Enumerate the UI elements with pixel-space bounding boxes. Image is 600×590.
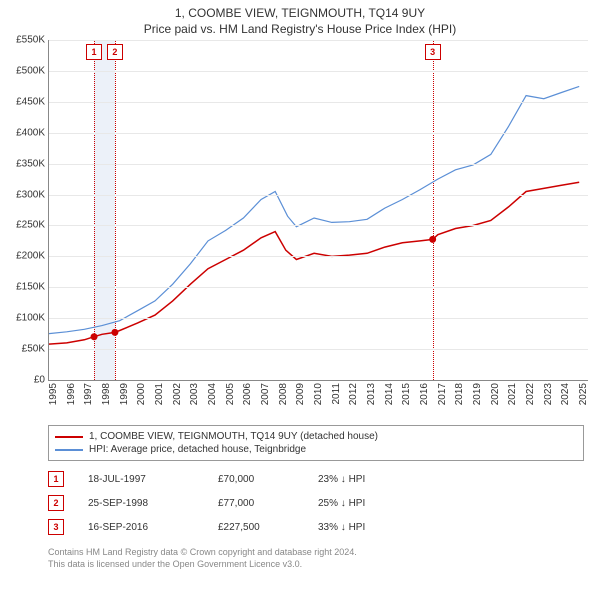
sales-row: 3 16-SEP-2016 £227,500 33% ↓ HPI [48,515,584,539]
x-axis-label: 2009 [295,383,306,405]
gridline [49,225,588,226]
sale-marker-box: 3 [48,519,64,535]
chart-plot-area: £0£50K£100K£150K£200K£250K£300K£350K£400… [48,40,588,381]
x-axis-label: 2010 [313,383,324,405]
x-axis-label: 2024 [560,383,571,405]
sale-marker-box: 1 [48,471,64,487]
x-axis-label: 2014 [384,383,395,405]
x-axis-label: 2016 [419,383,430,405]
x-axis-label: 2012 [348,383,359,405]
x-axis-label: 2007 [260,383,271,405]
series-line-hpi [49,86,579,333]
y-axis-label: £0 [3,375,45,386]
gridline [49,318,588,319]
y-axis-label: £400K [3,127,45,138]
y-axis-label: £100K [3,313,45,324]
legend-label: HPI: Average price, detached house, Teig… [89,444,306,455]
marker-number-box: 1 [86,44,102,60]
x-axis-label: 2015 [401,383,412,405]
x-axis-label: 2001 [154,383,165,405]
gridline [49,256,588,257]
x-axis-label: 1997 [83,383,94,405]
x-axis-label: 2020 [490,383,501,405]
sale-date: 16-SEP-2016 [88,522,218,533]
x-axis-label: 2021 [507,383,518,405]
x-axis-label: 2004 [207,383,218,405]
sales-row: 2 25-SEP-1998 £77,000 25% ↓ HPI [48,491,584,515]
x-axis-label: 2002 [172,383,183,405]
x-axis-label: 2023 [543,383,554,405]
legend-item: HPI: Average price, detached house, Teig… [55,443,577,456]
series-line-property [49,182,579,344]
sale-price: £77,000 [218,498,318,509]
sale-delta: 33% ↓ HPI [318,522,438,533]
y-axis-label: £450K [3,96,45,107]
gridline [49,102,588,103]
footer-line: This data is licensed under the Open Gov… [48,559,584,571]
x-axis-label: 2011 [331,383,342,405]
sale-marker-box: 2 [48,495,64,511]
sale-delta: 23% ↓ HPI [318,474,438,485]
y-axis-label: £550K [3,35,45,46]
sales-row: 1 18-JUL-1997 £70,000 23% ↓ HPI [48,467,584,491]
x-axis-label: 2025 [578,383,589,405]
x-axis-label: 2005 [225,383,236,405]
sale-dot [111,329,118,336]
sale-dot [91,333,98,340]
chart-svg [49,40,588,380]
x-axis-label: 1995 [48,383,59,405]
sale-date: 25-SEP-1998 [88,498,218,509]
chart-title-subtitle: Price paid vs. HM Land Registry's House … [0,20,600,40]
x-axis-label: 1998 [101,383,112,405]
y-axis-label: £300K [3,189,45,200]
chart-x-axis-labels: 1995 1996 1997 1998 1999 2000 2001 2002 2003 2004… [48,381,588,419]
chart-legend: 1, COOMBE VIEW, TEIGNMOUTH, TQ14 9UY (de… [48,425,584,461]
x-axis-label: 2018 [454,383,465,405]
gridline [49,133,588,134]
x-axis-label: 2003 [189,383,200,405]
legend-item: 1, COOMBE VIEW, TEIGNMOUTH, TQ14 9UY (de… [55,430,577,443]
y-axis-label: £500K [3,65,45,76]
sale-price: £227,500 [218,522,318,533]
x-axis-label: 2008 [278,383,289,405]
gridline [49,71,588,72]
gridline [49,164,588,165]
chart-title-address: 1, COOMBE VIEW, TEIGNMOUTH, TQ14 9UY [0,0,600,20]
y-axis-label: £150K [3,282,45,293]
footer-line: Contains HM Land Registry data © Crown c… [48,547,584,559]
y-axis-label: £50K [3,344,45,355]
x-axis-label: 2000 [136,383,147,405]
y-axis-label: £200K [3,251,45,262]
gridline [49,40,588,41]
y-axis-label: £350K [3,158,45,169]
x-axis-label: 2022 [525,383,536,405]
legend-swatch [55,436,83,438]
gridline [49,195,588,196]
x-axis-label: 1999 [119,383,130,405]
footer-attribution: Contains HM Land Registry data © Crown c… [48,547,584,570]
sale-delta: 25% ↓ HPI [318,498,438,509]
gridline [49,287,588,288]
y-axis-label: £250K [3,220,45,231]
legend-swatch [55,449,83,451]
marker-number-box: 3 [425,44,441,60]
x-axis-label: 2013 [366,383,377,405]
legend-label: 1, COOMBE VIEW, TEIGNMOUTH, TQ14 9UY (de… [89,431,378,442]
gridline [49,349,588,350]
sale-dot [429,236,436,243]
x-axis-label: 2006 [242,383,253,405]
sale-date: 18-JUL-1997 [88,474,218,485]
sales-table: 1 18-JUL-1997 £70,000 23% ↓ HPI 2 25-SEP… [48,467,584,539]
sale-price: £70,000 [218,474,318,485]
x-axis-label: 2017 [437,383,448,405]
x-axis-label: 1996 [66,383,77,405]
marker-number-box: 2 [107,44,123,60]
x-axis-label: 2019 [472,383,483,405]
